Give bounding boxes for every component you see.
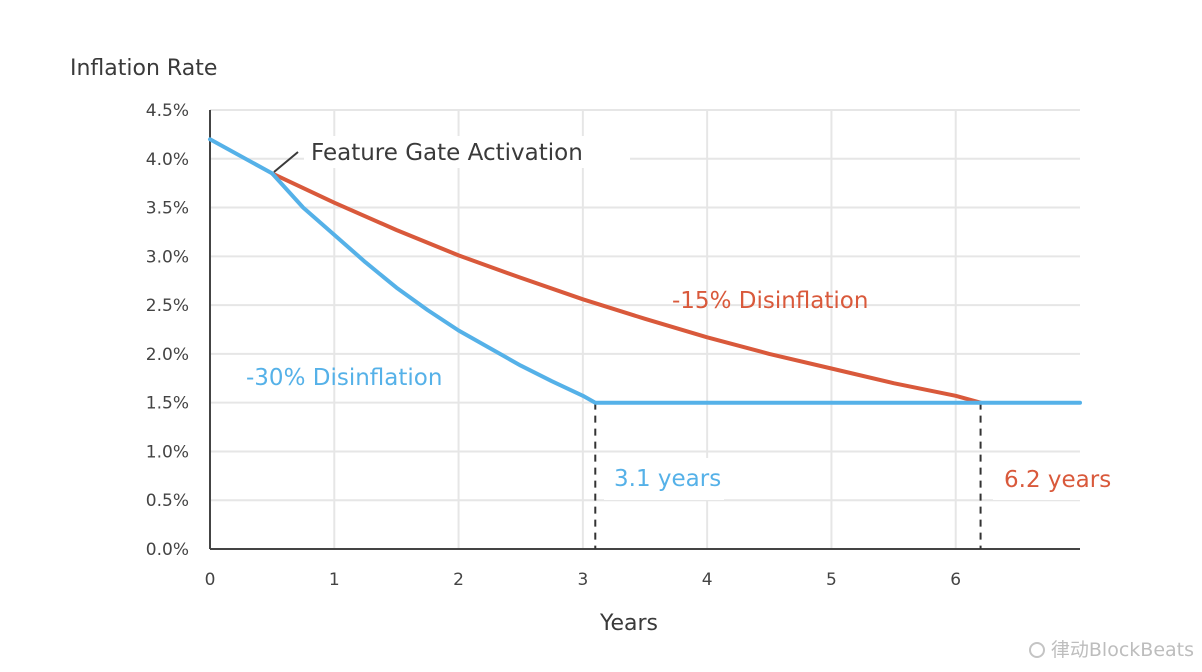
x-tick-label: 4 [702, 570, 713, 590]
y-tick-label: 1.0% [146, 442, 189, 462]
x-tick-label: 3 [577, 570, 588, 590]
y-tick-label: 2.5% [146, 296, 189, 316]
x-tick-label: 6 [950, 570, 961, 590]
series-line-30pct [208, 137, 1082, 405]
feature-gate-label-bg [304, 136, 630, 168]
label-bg-6-2 [993, 458, 1121, 500]
marker-label-3-1-years: 3.1 years [614, 466, 721, 492]
x-tick-label: 5 [826, 570, 837, 590]
y-tick-labels: 0.0% 0.5% 1.0% 1.5% 2.0% 2.5% 3.0% 3.5% 4.0% 4.5% [146, 101, 189, 560]
watermark-text: 律动BlockBeats [1050, 639, 1194, 661]
series-label-15pct: -15% Disinflation [672, 288, 868, 314]
threshold-markers [594, 402, 982, 549]
y-tick-label: 0.0% [146, 540, 189, 560]
grid-lines [210, 109, 1080, 549]
y-tick-label: 4.5% [146, 101, 189, 121]
x-tick-label: 2 [453, 570, 464, 590]
x-tick-labels: 0 1 2 3 4 5 6 [205, 570, 962, 590]
series-lines [208, 137, 1082, 405]
y-tick-label: 3.0% [146, 247, 189, 267]
y-tick-label: 4.0% [146, 150, 189, 170]
marker-label-6-2-years: 6.2 years [1004, 467, 1111, 493]
feature-gate-label: Feature Gate Activation [311, 140, 583, 166]
axes [209, 110, 1080, 550]
label-bg-3-1 [604, 458, 724, 500]
x-axis-label: Years [599, 611, 658, 636]
watermark: 律动BlockBeats [1028, 635, 1194, 662]
y-tick-label: 1.5% [146, 394, 189, 414]
y-axis-label: Inflation Rate [70, 56, 217, 81]
y-tick-label: 0.5% [146, 491, 189, 511]
y-tick-label: 2.0% [146, 345, 189, 365]
brand-logo-icon [1028, 642, 1045, 658]
series-label-30pct: -30% Disinflation [246, 365, 442, 391]
y-tick-label: 3.5% [146, 199, 189, 219]
x-tick-label: 1 [329, 570, 340, 590]
feature-gate-leader-line [273, 151, 299, 173]
x-tick-label: 0 [205, 570, 216, 590]
series-line-15pct [270, 171, 983, 405]
